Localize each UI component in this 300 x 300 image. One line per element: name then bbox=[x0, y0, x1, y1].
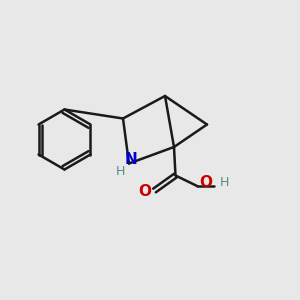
Text: O: O bbox=[138, 184, 152, 200]
Text: H: H bbox=[219, 176, 229, 189]
Text: O: O bbox=[199, 175, 212, 190]
Text: N: N bbox=[124, 152, 137, 167]
Text: H: H bbox=[116, 165, 125, 178]
